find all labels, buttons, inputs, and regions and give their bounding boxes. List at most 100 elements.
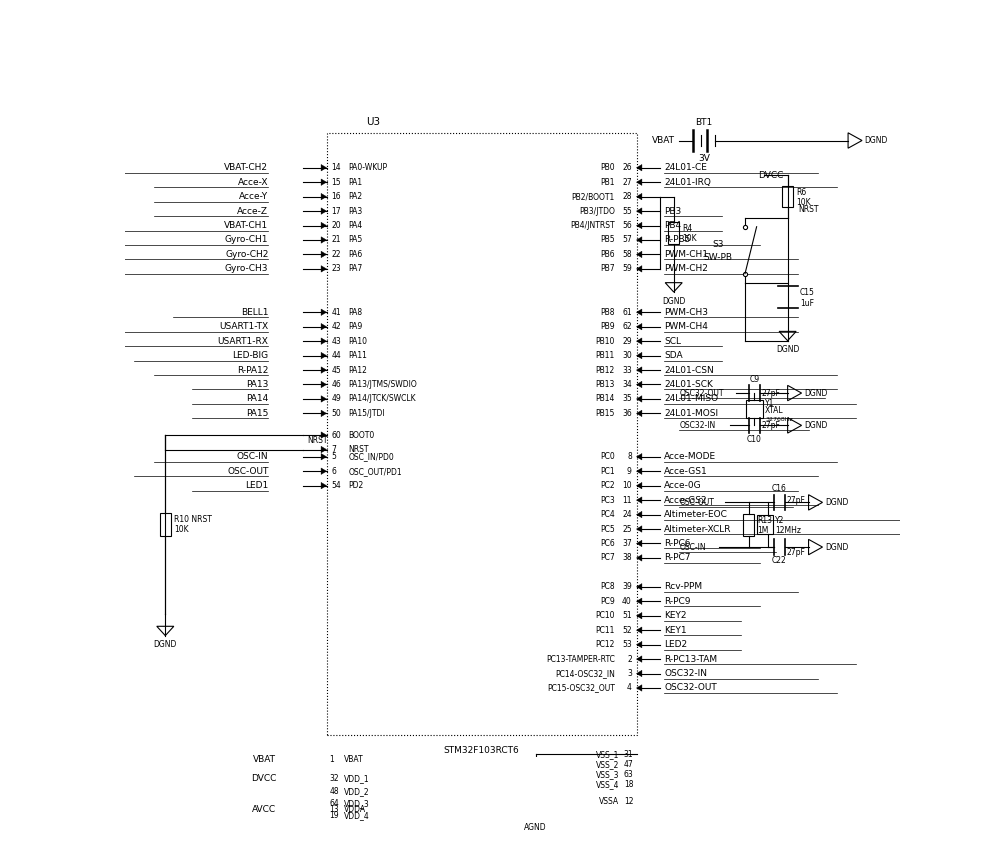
Text: 27pF: 27pF bbox=[786, 496, 805, 505]
Text: 39: 39 bbox=[622, 582, 632, 592]
Text: PWM-CH4: PWM-CH4 bbox=[664, 322, 708, 332]
Polygon shape bbox=[321, 468, 326, 474]
Text: 50: 50 bbox=[331, 409, 341, 418]
Text: PA15: PA15 bbox=[246, 409, 268, 418]
Text: 61: 61 bbox=[622, 308, 632, 317]
Text: PC7: PC7 bbox=[600, 553, 615, 563]
Text: 6: 6 bbox=[331, 467, 336, 476]
Text: VDD_4: VDD_4 bbox=[344, 811, 369, 820]
Polygon shape bbox=[637, 671, 642, 677]
Polygon shape bbox=[321, 367, 326, 373]
Text: SW-PB: SW-PB bbox=[703, 253, 732, 263]
Text: LED-BIG: LED-BIG bbox=[232, 351, 268, 360]
Text: 26: 26 bbox=[622, 163, 632, 173]
Text: 21: 21 bbox=[331, 235, 341, 245]
Text: S3: S3 bbox=[712, 240, 724, 248]
Polygon shape bbox=[637, 252, 642, 258]
Polygon shape bbox=[637, 266, 642, 272]
Text: BELL1: BELL1 bbox=[241, 308, 268, 317]
Text: PC9: PC9 bbox=[600, 597, 615, 606]
Text: 51: 51 bbox=[622, 611, 632, 620]
Text: 20: 20 bbox=[331, 221, 341, 230]
Polygon shape bbox=[637, 613, 642, 619]
Bar bbox=[668, 222, 679, 244]
Polygon shape bbox=[321, 179, 326, 185]
Text: XTAL: XTAL bbox=[765, 406, 784, 416]
Text: C10: C10 bbox=[747, 434, 762, 444]
Text: PB6: PB6 bbox=[600, 250, 615, 259]
Text: AGND: AGND bbox=[524, 823, 547, 831]
Text: PB4: PB4 bbox=[664, 221, 682, 230]
Text: 55: 55 bbox=[622, 207, 632, 216]
Text: PB15: PB15 bbox=[595, 409, 615, 418]
Polygon shape bbox=[809, 495, 822, 510]
Text: 44: 44 bbox=[331, 351, 341, 360]
Text: OSC_OUT/PD1: OSC_OUT/PD1 bbox=[348, 467, 402, 476]
FancyBboxPatch shape bbox=[326, 133, 637, 735]
Polygon shape bbox=[637, 512, 642, 518]
Polygon shape bbox=[637, 541, 642, 547]
Text: Gyro-CH2: Gyro-CH2 bbox=[225, 250, 268, 259]
Text: USART1-TX: USART1-TX bbox=[219, 322, 268, 332]
Text: PA6: PA6 bbox=[348, 250, 362, 259]
Polygon shape bbox=[637, 396, 642, 402]
Text: 23: 23 bbox=[331, 264, 341, 274]
Text: Acce-MODE: Acce-MODE bbox=[664, 452, 717, 462]
Polygon shape bbox=[788, 385, 802, 400]
Text: 10: 10 bbox=[622, 481, 632, 490]
Text: DGND: DGND bbox=[825, 498, 848, 507]
Text: OSC32-IN: OSC32-IN bbox=[664, 669, 707, 678]
Polygon shape bbox=[321, 353, 326, 359]
Text: Acce-0G: Acce-0G bbox=[664, 481, 702, 490]
Text: R-PC6: R-PC6 bbox=[664, 539, 691, 548]
Text: SDA: SDA bbox=[664, 351, 683, 360]
Text: 53: 53 bbox=[622, 640, 632, 649]
Polygon shape bbox=[637, 179, 642, 185]
Text: 41: 41 bbox=[331, 308, 341, 317]
Text: PA15/JTDI: PA15/JTDI bbox=[348, 409, 385, 418]
Text: PC4: PC4 bbox=[600, 510, 615, 519]
Text: STM32F103RCT6: STM32F103RCT6 bbox=[444, 746, 519, 756]
Text: PB7: PB7 bbox=[600, 264, 615, 274]
Text: PB13: PB13 bbox=[595, 380, 615, 389]
Text: NRST: NRST bbox=[348, 445, 369, 454]
Polygon shape bbox=[637, 483, 642, 489]
Text: 56: 56 bbox=[622, 221, 632, 230]
Text: VDDA: VDDA bbox=[344, 805, 366, 814]
Text: R-PC13-TAM: R-PC13-TAM bbox=[664, 654, 718, 664]
Text: 13: 13 bbox=[330, 805, 339, 814]
Text: 11: 11 bbox=[622, 496, 632, 505]
Text: PA1: PA1 bbox=[348, 178, 362, 187]
Text: DGND: DGND bbox=[825, 542, 848, 552]
Text: PB4/JNTRST: PB4/JNTRST bbox=[570, 221, 615, 230]
Text: U3: U3 bbox=[366, 117, 380, 128]
Text: OSC-OUT: OSC-OUT bbox=[679, 498, 714, 507]
Bar bbox=[757, 515, 773, 534]
Text: PC13-TAMPER-RTC: PC13-TAMPER-RTC bbox=[546, 654, 615, 664]
Text: PC0: PC0 bbox=[600, 452, 615, 462]
Text: 64: 64 bbox=[330, 799, 339, 808]
Text: PB11: PB11 bbox=[596, 351, 615, 360]
Text: C9: C9 bbox=[749, 375, 759, 384]
Text: 40: 40 bbox=[622, 597, 632, 606]
Text: Altimeter-EOC: Altimeter-EOC bbox=[664, 510, 728, 519]
Text: OSC-IN: OSC-IN bbox=[679, 542, 706, 552]
Text: PC6: PC6 bbox=[600, 539, 615, 548]
Polygon shape bbox=[321, 324, 326, 330]
Text: VBAT: VBAT bbox=[344, 755, 363, 764]
Text: C16: C16 bbox=[772, 484, 787, 493]
Text: 63: 63 bbox=[624, 770, 633, 779]
Text: PC12: PC12 bbox=[595, 640, 615, 649]
Text: VBAT: VBAT bbox=[652, 136, 675, 145]
Text: PB12: PB12 bbox=[596, 366, 615, 375]
Text: PB2/BOOT1: PB2/BOOT1 bbox=[572, 192, 615, 201]
Text: Acce-Z: Acce-Z bbox=[237, 207, 268, 216]
Polygon shape bbox=[321, 165, 326, 171]
Text: PA12: PA12 bbox=[348, 366, 367, 375]
Text: 29: 29 bbox=[622, 337, 632, 346]
Text: PB14: PB14 bbox=[595, 394, 615, 404]
Polygon shape bbox=[637, 627, 642, 633]
Text: 42: 42 bbox=[331, 322, 341, 332]
Polygon shape bbox=[321, 338, 326, 344]
Text: 38: 38 bbox=[622, 553, 632, 563]
